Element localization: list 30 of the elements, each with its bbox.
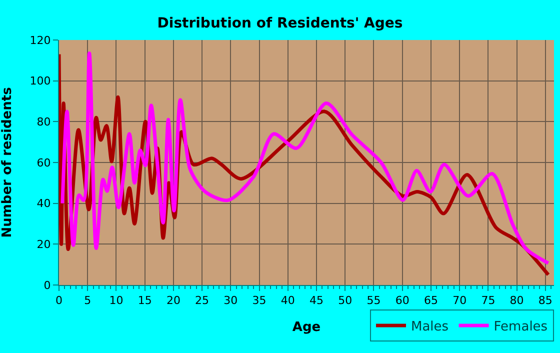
legend-label: Females [494, 320, 548, 335]
x-tick-label: 15 [138, 294, 152, 308]
x-axis-title: Age [292, 320, 321, 335]
y-tick-label: 80 [36, 116, 51, 129]
y-tick-label: 20 [36, 238, 51, 252]
y-tick-label: 60 [36, 156, 51, 170]
y-tick-label: 40 [36, 197, 51, 210]
x-tick-label: 75 [481, 294, 496, 308]
y-tick-label: 100 [30, 74, 51, 88]
x-tick-label: 40 [280, 294, 295, 308]
x-tick-label: 10 [109, 294, 124, 308]
x-tick-label: 0 [56, 294, 62, 308]
x-tick-label: 30 [224, 294, 238, 308]
x-tick-label: 5 [84, 294, 92, 308]
x-tick-label: 55 [366, 294, 381, 308]
x-tick-label: 25 [195, 294, 210, 308]
x-tick-label: 45 [310, 294, 324, 308]
chart-title: Distribution of Residents' Ages [157, 15, 403, 32]
x-tick-label: 65 [424, 294, 438, 308]
y-tick-label: 0 [44, 278, 51, 292]
x-tick-label: 60 [395, 294, 410, 308]
y-tick-label: 120 [30, 34, 51, 47]
x-tick-label: 20 [166, 294, 180, 308]
legend-label: Males [411, 320, 449, 335]
x-tick-label: 85 [538, 294, 552, 308]
x-tick-label: 80 [510, 294, 524, 308]
x-tick-label: 50 [338, 294, 352, 308]
x-tick-label: 70 [452, 294, 467, 308]
x-tick-label: 35 [252, 294, 266, 308]
y-axis-title: Number of residents [0, 86, 15, 238]
